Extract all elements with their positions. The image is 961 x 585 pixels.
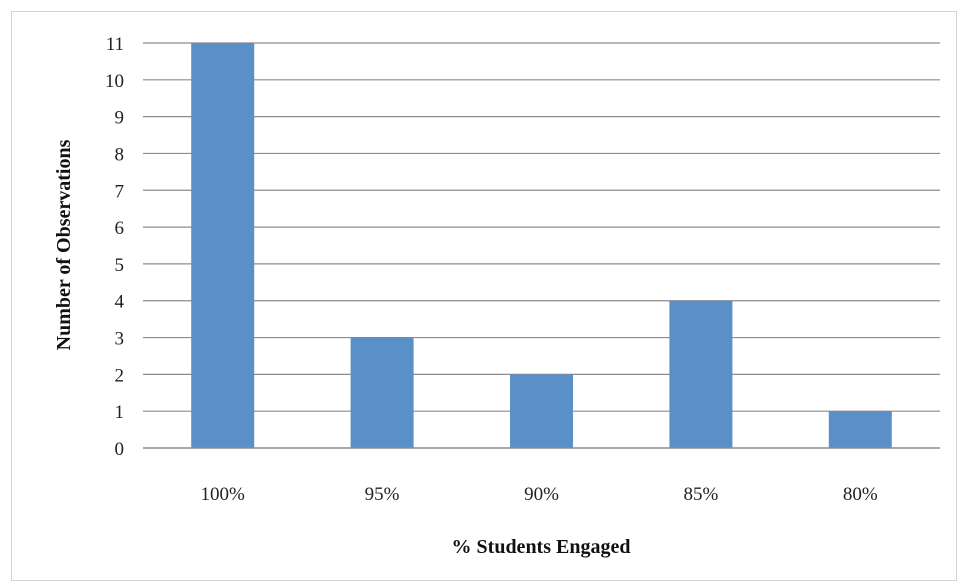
x-tick-label: 100% (201, 484, 246, 505)
x-tick-label: 95% (365, 484, 400, 505)
x-tick-labels: 100% 95% 90% 85% 80% (201, 484, 878, 505)
x-axis-title: % Students Engaged (452, 536, 631, 558)
y-tick-label: 7 (115, 181, 125, 202)
bar (350, 337, 414, 448)
y-tick-label: 9 (115, 108, 125, 129)
y-tick-label: 10 (105, 71, 124, 92)
chart-frame (11, 11, 957, 581)
bars (191, 43, 892, 448)
bar (191, 43, 255, 448)
y-tick-label: 5 (115, 255, 125, 276)
y-tick-label: 0 (115, 439, 125, 460)
y-tick-label: 2 (115, 365, 125, 386)
bar (510, 374, 573, 448)
x-tick-label: 90% (524, 484, 559, 505)
x-tick-label: 85% (683, 484, 718, 505)
y-axis-title: Number of Observations (53, 139, 75, 350)
y-tick-label: 4 (115, 292, 125, 313)
y-tick-label: 6 (115, 218, 125, 239)
x-tick-label: 80% (843, 484, 878, 505)
bar (828, 411, 892, 448)
y-tick-label: 3 (115, 329, 125, 350)
gridlines (143, 42, 940, 412)
y-tick-labels: 0 1 2 3 4 5 6 7 8 9 10 11 (105, 34, 125, 460)
y-tick-label: 11 (106, 34, 124, 55)
bar (669, 300, 733, 448)
y-tick-label: 8 (115, 144, 125, 165)
y-tick-label: 1 (115, 402, 125, 423)
